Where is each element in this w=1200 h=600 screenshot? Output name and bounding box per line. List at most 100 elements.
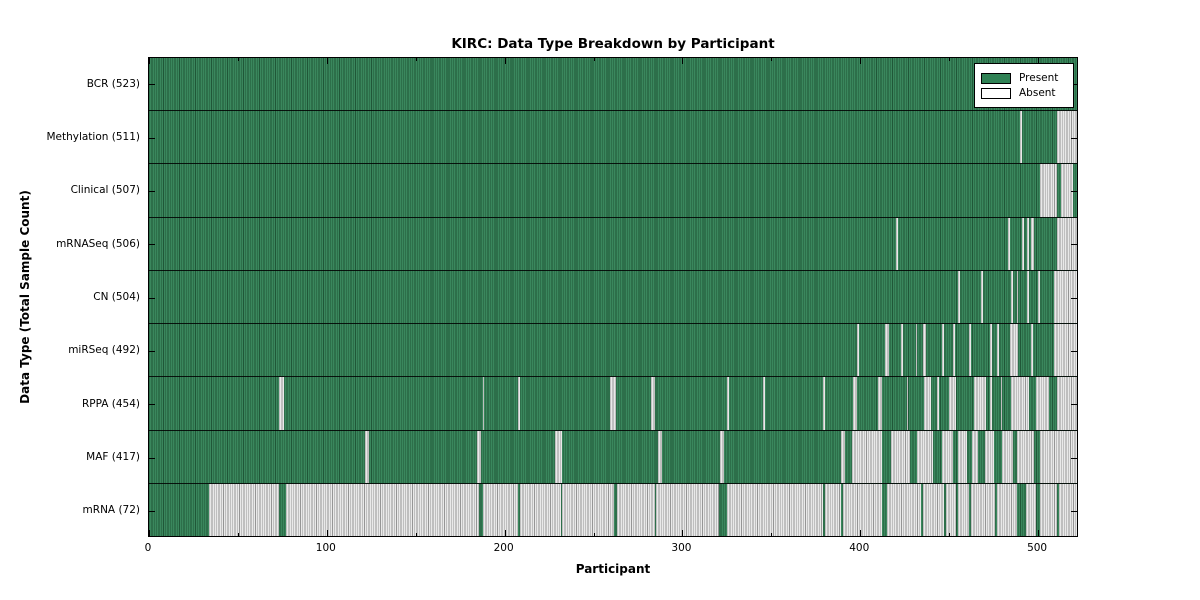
- absent-segment: [1053, 270, 1077, 324]
- absent-segment: [958, 430, 967, 483]
- absent-segment: [1021, 217, 1024, 270]
- y-tick: [149, 297, 155, 299]
- x-minor-tick: [237, 58, 239, 61]
- absent-segment: [990, 324, 992, 377]
- y-tick-label: mRNA (72): [82, 504, 140, 517]
- absent-segment: [952, 324, 955, 377]
- absent-segment: [562, 483, 614, 536]
- row-methylation: [149, 111, 1077, 165]
- legend-label-present: Present: [1019, 72, 1059, 84]
- absent-segment: [841, 430, 845, 483]
- x-tick: [682, 530, 684, 536]
- absent-segment: [727, 483, 824, 536]
- absent-segment: [278, 377, 284, 430]
- absent-segment: [853, 377, 857, 430]
- absent-segment: [922, 483, 944, 536]
- absent-segment: [906, 377, 909, 430]
- absent-segment: [610, 377, 616, 430]
- x-minor-tick: [593, 58, 595, 61]
- absent-segment: [720, 430, 724, 483]
- absent-segment: [942, 324, 944, 377]
- absent-segment: [1036, 377, 1049, 430]
- absent-segment: [482, 483, 519, 536]
- x-minor-tick: [593, 533, 595, 536]
- absent-segment: [1007, 217, 1010, 270]
- absent-segment: [887, 483, 921, 536]
- absent-segment: [825, 483, 841, 536]
- absent-segment: [890, 430, 911, 483]
- absent-segment: [917, 430, 934, 483]
- absent-segment: [856, 324, 859, 377]
- chart-title: KIRC: Data Type Breakdown by Participant: [451, 36, 775, 52]
- y-tick: [149, 457, 155, 459]
- x-tick-label: 400: [849, 542, 870, 554]
- absent-segment: [990, 377, 992, 430]
- y-tick: [149, 190, 155, 192]
- absent-segment: [482, 377, 485, 430]
- row-mrna: [149, 483, 1077, 536]
- y-tick: [1071, 244, 1077, 246]
- y-tick: [1071, 297, 1077, 299]
- absent-segment: [1027, 270, 1030, 324]
- absent-segment: [285, 483, 480, 536]
- absent-segment: [974, 377, 987, 430]
- y-tick: [149, 137, 155, 139]
- x-tick-label: 100: [315, 542, 336, 554]
- present-swatch-icon: [981, 72, 1011, 84]
- absent-segment: [997, 483, 1017, 536]
- absent-segment: [851, 430, 882, 483]
- absent-segment: [1057, 217, 1077, 270]
- absent-segment: [896, 217, 898, 270]
- row-mrnaseq: [149, 217, 1077, 271]
- y-tick: [1071, 457, 1077, 459]
- y-tick-label: CN (504): [93, 291, 140, 303]
- x-minor-tick: [949, 58, 951, 61]
- absent-segment: [924, 377, 932, 430]
- absent-segment: [762, 377, 765, 430]
- absent-segment: [1037, 270, 1040, 324]
- x-minor-tick: [771, 58, 773, 61]
- absent-segment: [1039, 430, 1077, 483]
- x-minor-tick: [237, 533, 239, 536]
- absent-segment: [1011, 270, 1014, 324]
- absent-segment: [1039, 483, 1058, 536]
- absent-segment: [997, 324, 999, 377]
- row-clinical: [149, 164, 1077, 218]
- x-tick: [504, 530, 506, 536]
- y-tick-label: Methylation (511): [46, 131, 140, 143]
- absent-segment: [1059, 483, 1077, 536]
- absent-segment: [1011, 377, 1030, 430]
- absent-segment: [477, 430, 481, 483]
- absent-segment: [651, 377, 655, 430]
- absent-segment: [958, 270, 960, 324]
- x-tick: [860, 530, 862, 536]
- y-tick-label: miRSeq (492): [68, 344, 140, 357]
- absent-segment: [842, 483, 882, 536]
- absent-segment: [949, 377, 957, 430]
- absent-segment: [727, 377, 730, 430]
- absent-segment: [1030, 324, 1033, 377]
- y-tick-label: RPPA (454): [81, 397, 140, 410]
- absent-segment: [984, 430, 994, 483]
- legend-entry-present: Present: [981, 72, 1067, 84]
- y-tick: [149, 404, 155, 406]
- absent-segment: [915, 324, 918, 377]
- absent-segment: [958, 483, 969, 536]
- y-tick: [1071, 190, 1077, 192]
- absent-segment: [823, 377, 826, 430]
- y-tick-label: mRNASeq (506): [56, 237, 140, 250]
- absent-segment: [209, 483, 279, 536]
- absent-segment: [1039, 164, 1058, 217]
- x-tick: [1038, 58, 1040, 64]
- y-tick: [149, 244, 155, 246]
- absent-segment: [945, 483, 957, 536]
- y-tick: [1071, 404, 1077, 406]
- x-tick: [860, 58, 862, 64]
- y-tick-label: MAF (417): [86, 451, 140, 463]
- y-tick: [1071, 350, 1077, 352]
- x-minor-tick: [949, 533, 951, 536]
- row-rppa: [149, 377, 1077, 431]
- absent-segment: [1061, 164, 1074, 217]
- absent-segment: [658, 430, 662, 483]
